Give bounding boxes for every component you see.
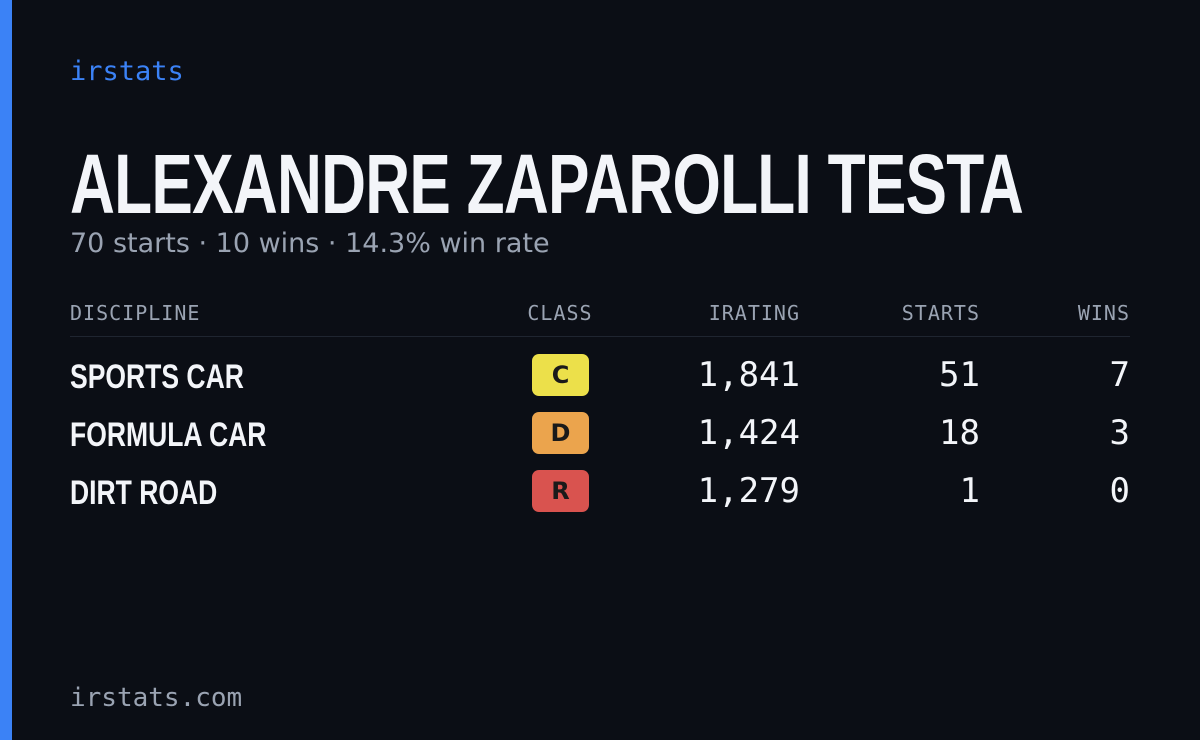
discipline: DIRT ROAD [70, 474, 218, 512]
accent-stripe [0, 0, 12, 740]
driver-name: ALEXANDRE ZAPAROLLI TESTA [70, 137, 1024, 231]
starts-value: 18 [939, 413, 980, 453]
starts-value: 51 [939, 355, 980, 395]
column-header: IRATING [708, 301, 800, 325]
class-badge: R [532, 470, 589, 512]
irating-value: 1,424 [697, 413, 800, 453]
column-header: WINS [1077, 301, 1130, 325]
wins-value: 3 [1109, 413, 1130, 453]
irating-value: 1,841 [697, 355, 800, 395]
irating-value: 1,279 [697, 471, 800, 511]
column-header: CLASS [527, 301, 593, 325]
starts-value: 1 [959, 471, 980, 511]
class-badge: D [532, 412, 589, 454]
discipline: SPORTS CAR [70, 358, 244, 396]
column-header: STARTS [901, 301, 980, 325]
class-badge: C [532, 354, 589, 396]
column-header: DISCIPLINE [70, 301, 201, 325]
brand: irstats [70, 56, 184, 87]
wins-value: 7 [1109, 355, 1130, 395]
footer: irstats.com [70, 683, 243, 713]
driver-summary: 70 starts · 10 wins · 14.3% win rate [70, 228, 550, 259]
discipline: FORMULA CAR [70, 416, 267, 454]
wins-value: 0 [1109, 471, 1130, 511]
header-rule [70, 336, 1130, 337]
